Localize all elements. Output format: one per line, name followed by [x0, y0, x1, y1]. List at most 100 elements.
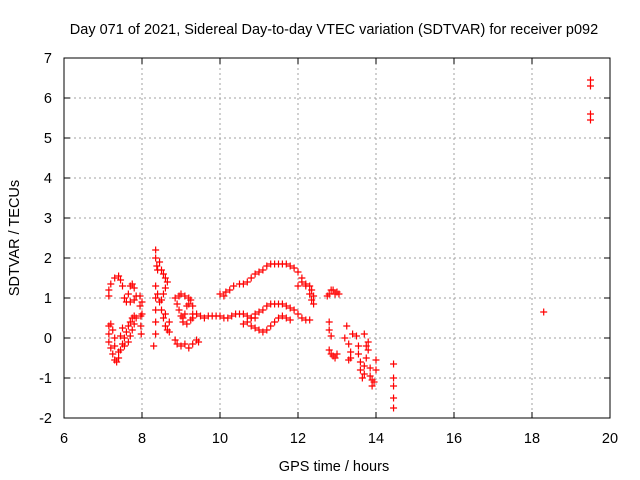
- grid: [64, 58, 610, 418]
- data-point: [306, 290, 314, 298]
- x-tick-label: 6: [60, 431, 68, 447]
- y-tick-label: -2: [39, 411, 52, 427]
- data-point: [259, 328, 267, 336]
- data-point: [325, 326, 333, 334]
- chart-title: Day 071 of 2021, Sidereal Day-to-day VTE…: [70, 22, 598, 38]
- data-point: [327, 332, 335, 340]
- data-point: [587, 116, 594, 124]
- data-point: [228, 312, 236, 320]
- data-point: [360, 362, 368, 370]
- data-point: [111, 342, 119, 350]
- data-point: [333, 350, 341, 358]
- data-point: [193, 310, 201, 318]
- data-point: [362, 354, 370, 362]
- data-point: [290, 264, 298, 272]
- data-point: [360, 370, 368, 378]
- data-point: [115, 272, 123, 280]
- data-point: [179, 314, 187, 322]
- data-point: [189, 340, 197, 348]
- data-point: [181, 310, 189, 318]
- data-point: [325, 290, 333, 298]
- data-point: [185, 300, 193, 308]
- data-point: [325, 346, 333, 354]
- data-point: [259, 266, 267, 274]
- data-point: [113, 358, 121, 366]
- data-point: [152, 246, 160, 254]
- data-point: [177, 290, 185, 298]
- data-point: [286, 316, 294, 324]
- data-point: [130, 320, 138, 328]
- data-point: [120, 342, 128, 350]
- data-point: [286, 304, 294, 312]
- data-point: [175, 306, 183, 314]
- data-point: [331, 354, 339, 362]
- data-point: [220, 292, 228, 300]
- data-point: [230, 282, 238, 290]
- data-point: [247, 274, 255, 282]
- data-point: [247, 322, 255, 330]
- data-point: [120, 294, 128, 302]
- data-point: [368, 382, 376, 390]
- data-point: [171, 336, 179, 344]
- data-point: [587, 76, 594, 84]
- data-point: [390, 374, 398, 382]
- data-point: [150, 342, 158, 350]
- y-tick-label: 7: [44, 51, 52, 67]
- data-point: [152, 254, 160, 262]
- x-axis-label: GPS time / hours: [279, 459, 389, 475]
- data-point: [347, 348, 355, 356]
- data-point: [247, 314, 255, 322]
- data-point: [390, 394, 398, 402]
- data-point: [105, 330, 113, 338]
- data-point: [282, 302, 290, 310]
- data-point: [130, 296, 138, 304]
- plot-border: [63, 57, 611, 419]
- data-point: [255, 268, 263, 276]
- data-point: [341, 334, 349, 342]
- data-point: [354, 342, 362, 350]
- y-tick-label: 4: [44, 171, 52, 187]
- data-point: [255, 326, 263, 334]
- data-point: [187, 296, 195, 304]
- data-point: [345, 356, 353, 364]
- data-point: [360, 330, 368, 338]
- data-point: [195, 338, 203, 346]
- data-point: [124, 322, 132, 330]
- data-point: [587, 82, 594, 90]
- data-point: [138, 310, 146, 318]
- data-point: [105, 292, 113, 300]
- data-point: [356, 366, 364, 374]
- data-point: [216, 312, 224, 320]
- x-tick-label: 8: [138, 431, 146, 447]
- data-point: [251, 270, 259, 278]
- data-point: [163, 278, 171, 286]
- data-point: [105, 338, 113, 346]
- data-point: [109, 326, 117, 334]
- data-point: [224, 314, 232, 322]
- data-point: [197, 312, 204, 320]
- data-point: [390, 382, 398, 390]
- data-point: [117, 332, 125, 340]
- x-tick-label: 14: [368, 431, 384, 447]
- data-point: [159, 290, 167, 298]
- data-point: [294, 268, 302, 276]
- data-point: [364, 346, 372, 354]
- data-point: [345, 340, 353, 348]
- data-point: [181, 340, 189, 348]
- data-point: [308, 296, 316, 304]
- data-point: [189, 314, 197, 322]
- data-point: [165, 318, 173, 326]
- data-point: [587, 110, 594, 118]
- data-point: [366, 364, 374, 372]
- data-point: [152, 306, 160, 314]
- data-point: [115, 348, 123, 356]
- data-point: [200, 314, 208, 322]
- data-point: [325, 318, 333, 326]
- y-tick-label: 0: [44, 331, 52, 347]
- data-point: [290, 306, 298, 314]
- data-point: [120, 334, 128, 342]
- data-point: [154, 290, 162, 298]
- data-point: [267, 322, 275, 330]
- data-point: [128, 280, 136, 288]
